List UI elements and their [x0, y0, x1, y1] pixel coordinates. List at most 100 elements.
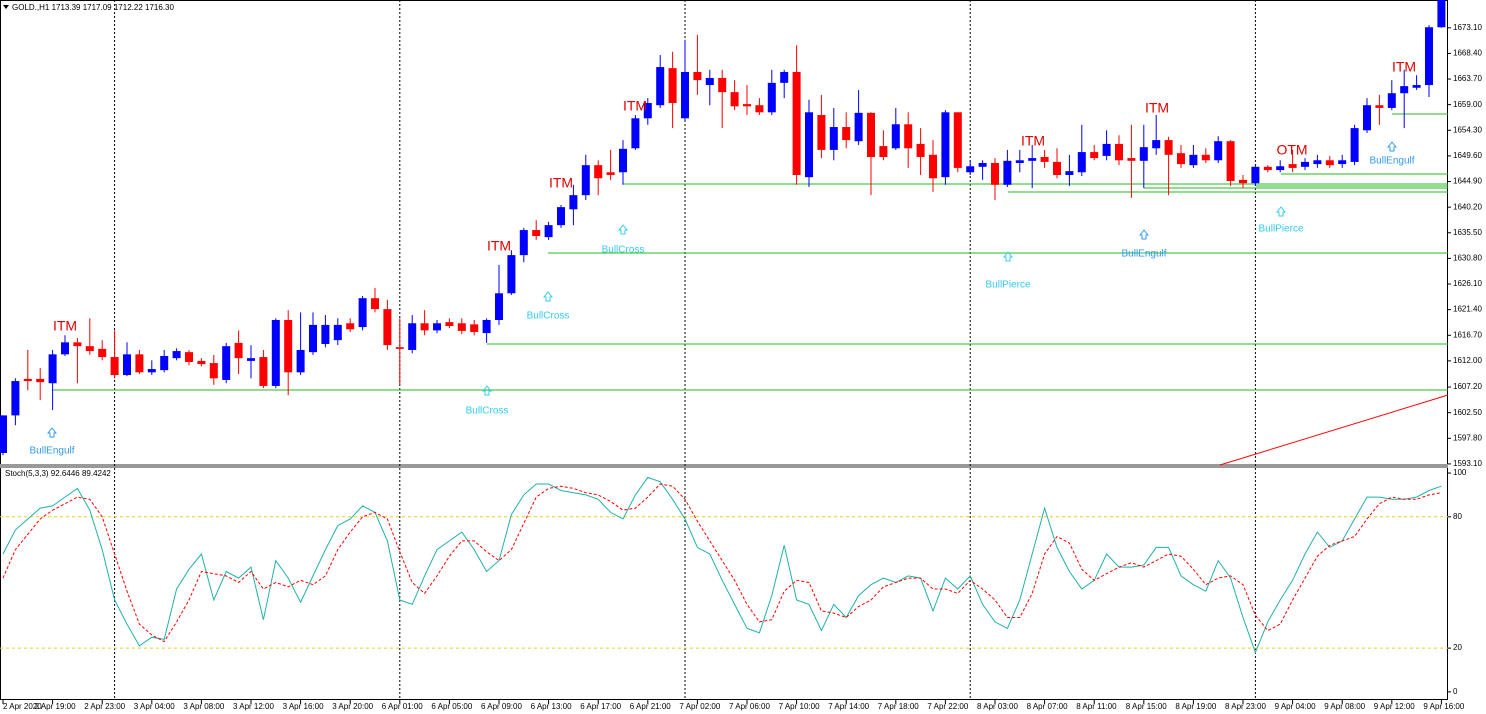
- candle-body: [197, 360, 206, 365]
- candle-body: [1276, 166, 1285, 171]
- signal-arrow: [617, 224, 629, 235]
- candle-body: [1102, 143, 1111, 156]
- candle-body: [668, 68, 677, 104]
- candle-body: [98, 348, 107, 358]
- chart-title: GOLD.,H1 1713.39 1717.09 1712.22 1716.30: [12, 3, 174, 12]
- candle-body: [792, 71, 801, 175]
- signal-arrow: [542, 291, 554, 302]
- candle-body: [73, 342, 82, 347]
- outcome-label: ITM: [487, 238, 511, 254]
- x-tick-label: 9 Apr 16:00: [1423, 702, 1464, 711]
- candle-body: [470, 324, 479, 332]
- signal-arrow: [1275, 206, 1287, 217]
- outcome-label: ITM: [1145, 100, 1169, 116]
- candle-body: [172, 351, 181, 359]
- x-tick-label: 7 Apr 06:00: [729, 702, 770, 711]
- x-tick-label: 6 Apr 17:00: [580, 702, 621, 711]
- panel-separator: [0, 464, 1448, 468]
- candle-body: [978, 162, 987, 167]
- signal-arrow: [46, 427, 58, 438]
- signal-arrow: [1002, 251, 1014, 262]
- x-tick-label: 7 Apr 14:00: [828, 702, 869, 711]
- candle-body: [904, 124, 913, 149]
- y-tick-label: 80: [1453, 512, 1462, 521]
- candle-body: [321, 324, 330, 344]
- candle-body: [1115, 143, 1123, 161]
- x-tick-label: 6 Apr 09:00: [481, 702, 522, 711]
- candle-body: [333, 324, 342, 341]
- y-tick-label: 1621.40: [1453, 305, 1482, 314]
- candle-body: [966, 166, 975, 173]
- candle-body: [1400, 86, 1409, 94]
- candle-body: [643, 103, 652, 119]
- candle-body: [222, 346, 231, 380]
- y-tick-label: 0: [1453, 687, 1458, 696]
- candle-body: [755, 105, 764, 113]
- candle-body: [445, 322, 454, 326]
- outcome-label: ITM: [549, 175, 573, 191]
- candle-body: [705, 77, 714, 86]
- candle-body: [929, 154, 937, 179]
- candle-body: [544, 225, 553, 238]
- candle-body: [891, 124, 900, 149]
- candle-body: [395, 347, 404, 349]
- candle-body: [656, 67, 665, 106]
- outcome-label: ITM: [1392, 59, 1416, 75]
- candle-body: [581, 165, 590, 196]
- candle-body: [941, 112, 950, 178]
- candle-body: [346, 323, 355, 330]
- candle-body: [569, 195, 578, 210]
- candle-body: [519, 230, 528, 256]
- candle-body: [160, 355, 169, 371]
- candle-body: [1313, 160, 1322, 165]
- candle-body: [1015, 160, 1024, 163]
- candle-body: [11, 381, 20, 416]
- y-tick-label: 1644.90: [1453, 177, 1482, 186]
- candle-body: [879, 146, 888, 157]
- y-tick-label: 1607.20: [1453, 382, 1482, 391]
- candle-body: [842, 127, 851, 141]
- signal-label: BullCross: [466, 406, 509, 417]
- candle-body: [1003, 160, 1012, 185]
- candle-body: [767, 82, 776, 113]
- x-tick-label: 9 Apr 04:00: [1275, 702, 1316, 711]
- y-tick-label: 20: [1453, 643, 1462, 652]
- candle-body: [1437, 0, 1446, 28]
- y-tick-label: 1616.70: [1453, 330, 1482, 339]
- candle-body: [1239, 179, 1247, 184]
- x-tick-label: 8 Apr 15:00: [1126, 702, 1167, 711]
- x-tick-label: 7 Apr 22:00: [927, 702, 968, 711]
- signal-arrow: [1138, 229, 1150, 240]
- signal-label: BullPierce: [1258, 224, 1303, 235]
- outcome-label: ITM: [623, 98, 647, 114]
- candle-body: [0, 415, 7, 454]
- candle-body: [309, 324, 317, 353]
- candle-body: [495, 293, 503, 320]
- candle-body: [532, 230, 541, 237]
- y-tick-label: 1673.10: [1453, 23, 1482, 32]
- candle-body: [1040, 156, 1049, 162]
- y-tick-label: 100: [1453, 468, 1467, 477]
- x-tick-label: 6 Apr 05:00: [431, 702, 472, 711]
- candle-body: [36, 378, 45, 383]
- candle-body: [1164, 140, 1173, 155]
- x-tick-label: 2 Apr 23:00: [84, 702, 125, 711]
- candle-body: [457, 323, 466, 331]
- candle-body: [135, 354, 144, 373]
- signal-label: BullCross: [527, 311, 570, 322]
- y-tick-label: 1626.10: [1453, 279, 1482, 288]
- candle-body: [619, 148, 627, 173]
- candle-body: [693, 71, 702, 81]
- x-tick-label: 6 Apr 21:00: [630, 702, 671, 711]
- signal-label: BullEngulf: [1369, 156, 1414, 167]
- candle-body: [23, 378, 32, 382]
- y-tick-label: 1612.00: [1453, 356, 1482, 365]
- candle-body: [1425, 27, 1433, 86]
- candle-body: [507, 255, 516, 294]
- candle-body: [606, 172, 615, 175]
- candle-body: [1412, 85, 1421, 88]
- candle-body: [1350, 128, 1359, 162]
- candle-body: [743, 104, 751, 107]
- candle-body: [1363, 105, 1371, 131]
